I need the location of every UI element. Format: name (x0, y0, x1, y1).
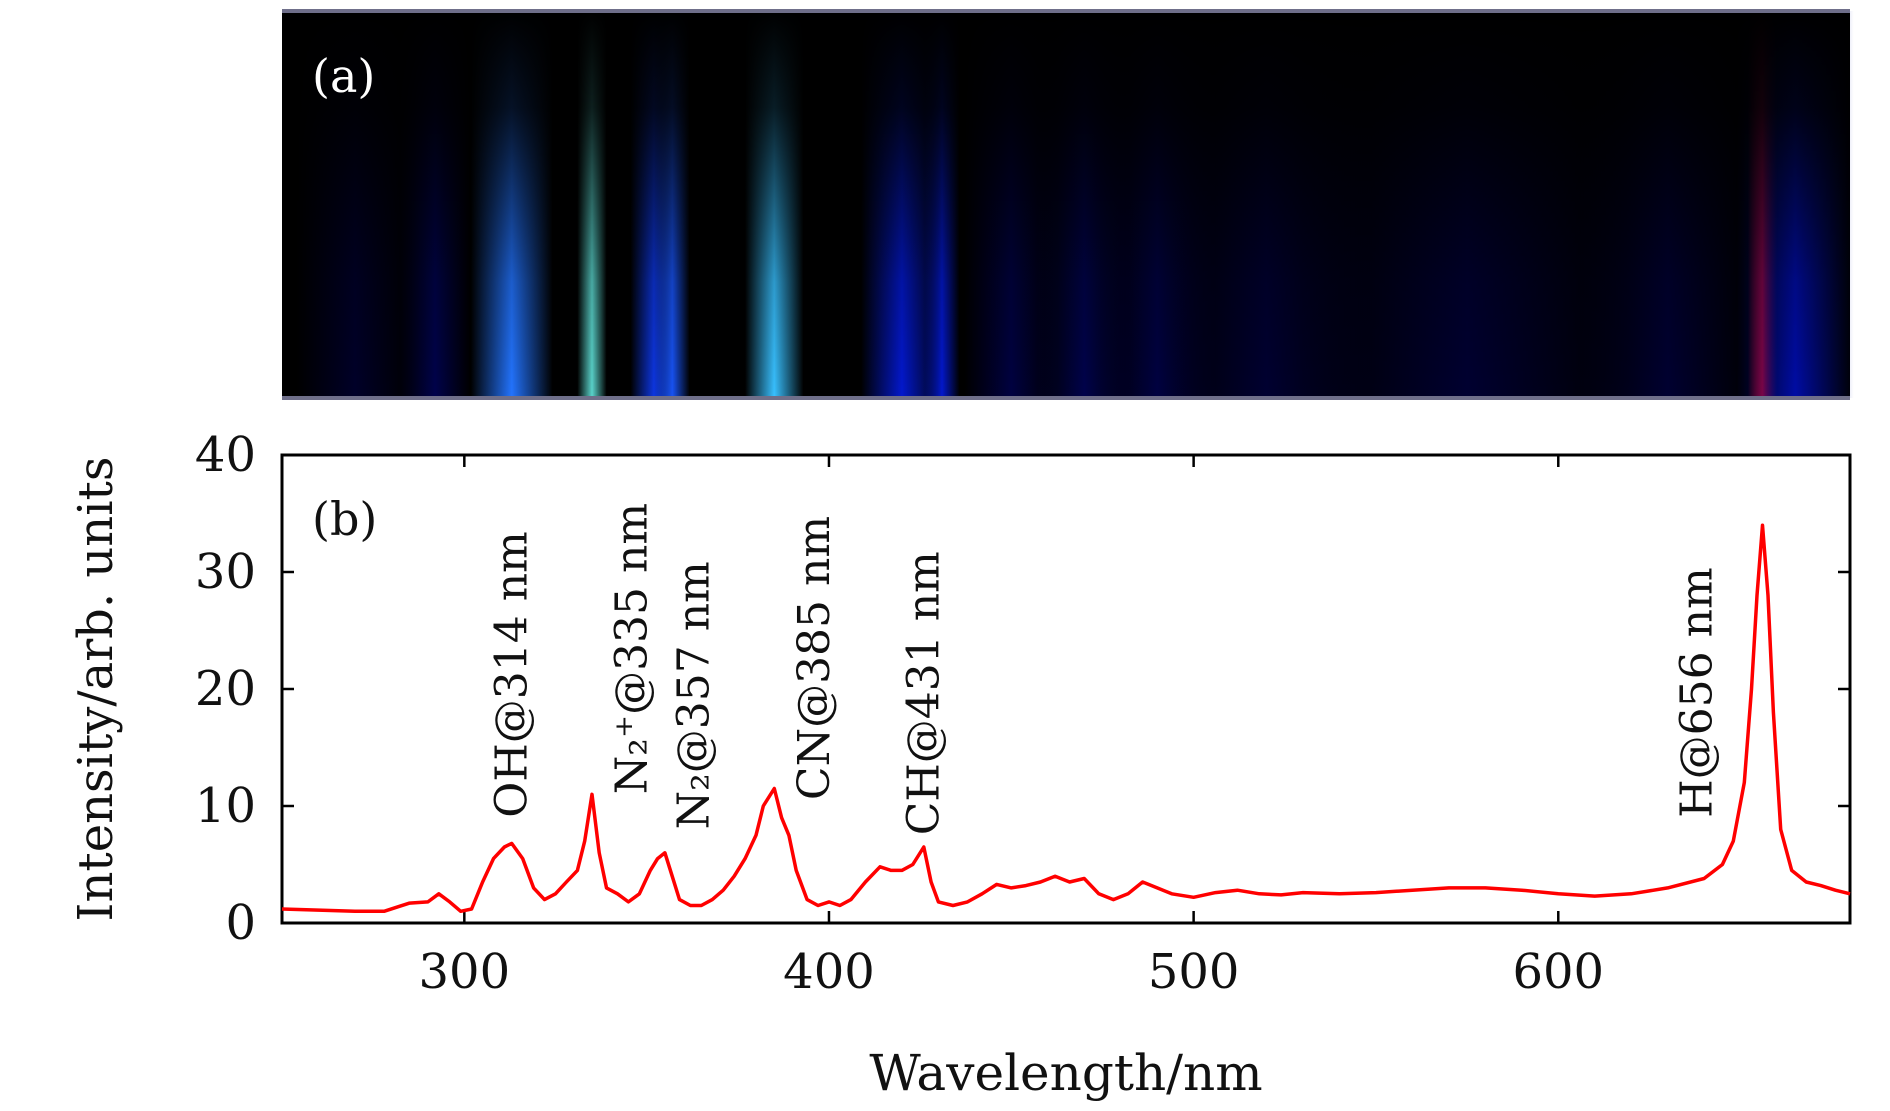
panel-a-label: (a) (312, 49, 375, 103)
x-axis-label: Wavelength/nm (869, 1044, 1262, 1102)
y-tick-label: 0 (225, 895, 256, 951)
peak-annotation: N₂@357 nm (669, 561, 720, 829)
y-tick-label: 10 (195, 778, 256, 834)
x-tick-label: 300 (419, 944, 511, 1000)
peak-annotation: OH@314 nm (486, 531, 537, 817)
x-tick-label: 500 (1148, 944, 1240, 1000)
spectrum-line (281, 523, 1851, 914)
peak-annotations: OH@314 nm N₂⁺@335 nm N₂@357 nm CN@385 nm CH@… (486, 503, 1722, 835)
peak-annotation: CN@385 nm (789, 516, 840, 800)
panel-b-label: (b) (312, 492, 377, 546)
plot-frame (280, 453, 1852, 925)
y-axis-label: Intensity/arb. units (68, 457, 124, 922)
peak-annotation: H@656 nm (1671, 567, 1722, 817)
y-tick-label: 40 (195, 427, 256, 483)
axis-ticks: 300 400 500 600 0 10 20 30 40 (195, 427, 1850, 1000)
y-tick-label: 30 (195, 544, 256, 600)
peak-annotation: CH@431 nm (898, 551, 949, 835)
peak-annotation: N₂⁺@335 nm (607, 503, 658, 794)
panel-a-frame-top (282, 9, 1850, 13)
panel-b-chart: 300 400 500 600 0 10 20 30 40 (b) OH@314 nm N₂⁺@3… (68, 427, 1852, 1102)
panel-a-image: (a) (282, 9, 1854, 400)
panel-a-frame-bottom (282, 396, 1850, 400)
panel-a-top-fade (282, 11, 1850, 398)
y-tick-label: 20 (195, 661, 256, 717)
x-tick-label: 400 (783, 944, 875, 1000)
x-tick-label: 600 (1512, 944, 1604, 1000)
